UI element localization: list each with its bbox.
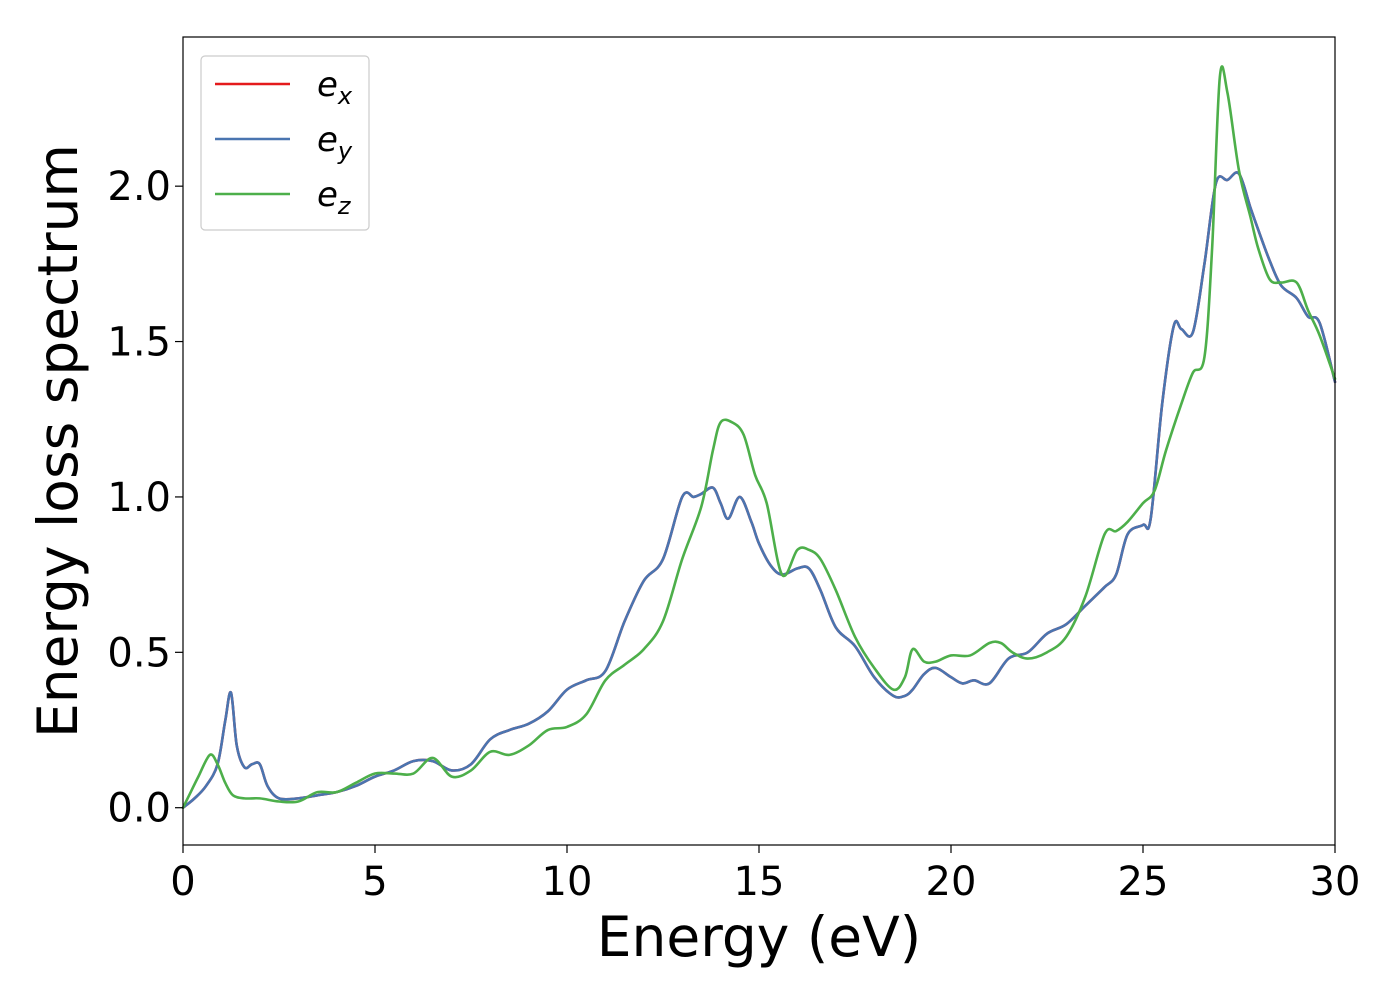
legend-label-y: ey <box>317 120 353 165</box>
legend-label-base: e <box>317 65 338 105</box>
x-tick-label: 25 <box>1118 859 1169 905</box>
y-axis-label: Energy loss spectrum <box>26 144 90 738</box>
y-tick-label: 1.5 <box>107 320 171 366</box>
y-tick-label: 0.5 <box>107 630 171 676</box>
y-tick-label: 0.0 <box>107 786 171 832</box>
series-line-z <box>181 65 1337 810</box>
legend-label-base: e <box>317 175 338 215</box>
x-tick-label: 20 <box>926 859 977 905</box>
x-axis: 0 5 10 15 20 25 30 <box>170 845 1360 905</box>
legend-label-base: e <box>317 120 338 160</box>
legend-label-subscript: z <box>337 192 352 220</box>
legend-label-z: ez <box>317 175 352 220</box>
y-tick-label: 2.0 <box>107 164 171 210</box>
legend-label-subscript: y <box>337 137 353 165</box>
x-tick-label: 0 <box>170 859 195 905</box>
legend-label-subscript: x <box>337 82 353 110</box>
y-axis: 0.0 0.5 1.0 1.5 2.0 <box>107 164 183 832</box>
legend-box <box>200 55 370 231</box>
x-tick-label: 10 <box>542 859 593 905</box>
x-tick-label: 15 <box>734 859 785 905</box>
series-layer <box>181 65 1337 810</box>
x-tick-label: 30 <box>1310 859 1361 905</box>
x-tick-label: 5 <box>362 859 387 905</box>
legend-label-x: ex <box>317 65 353 110</box>
y-tick-label: 1.0 <box>107 475 171 521</box>
x-axis-label: Energy (eV) <box>597 905 921 969</box>
